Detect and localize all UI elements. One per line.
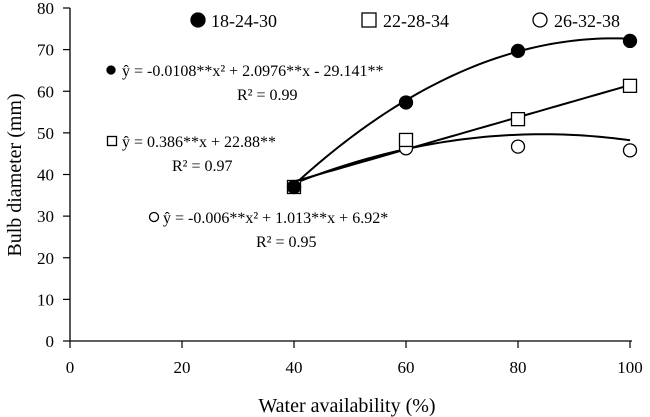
y-tick-label: 20 [37, 249, 54, 268]
data-point-22-28-34 [622, 78, 638, 93]
r-squared-26-32-38: R² = 0.95 [256, 234, 317, 251]
data-point-18-24-30 [510, 43, 526, 59]
equation-22-28-34: ŷ = 0.386**x + 22.88** [122, 134, 276, 151]
y-tick-label: 40 [37, 166, 54, 185]
legend-marker-26-32-38 [532, 12, 548, 28]
legend-label-26-32-38: 26-32-38 [554, 11, 620, 31]
legend: 18-24-30 22-28-34 26-32-38 [190, 11, 620, 31]
data-point-26-32-38 [510, 139, 526, 154]
x-tick-label: 40 [286, 358, 303, 377]
y-tick-label: 70 [37, 41, 54, 60]
regression-equations: ŷ = -0.0108**x² + 2.0976**x - 29.141** R²… [106, 63, 388, 251]
axes: 0 10 20 30 40 50 60 70 80 0 20 40 60 80 100 Water ava… [4, 0, 643, 417]
y-tick-label: 30 [37, 207, 54, 226]
equation-marker-18-24-30 [106, 65, 116, 75]
y-axis-title: Bulb diameter (mm) [4, 93, 26, 256]
data-point-18-24-30 [286, 179, 302, 195]
trend-line-22-28-34 [293, 84, 631, 183]
r-squared-18-24-30: R² = 0.99 [237, 87, 298, 104]
legend-label-18-24-30: 18-24-30 [211, 11, 277, 31]
x-axis-title: Water availability (%) [258, 395, 435, 417]
data-point-26-32-38 [622, 143, 638, 158]
data-point-18-24-30 [398, 95, 414, 110]
legend-marker-18-24-30 [190, 12, 206, 28]
equation-marker-26-32-38 [148, 211, 160, 223]
y-tick-label: 10 [37, 290, 54, 309]
x-tick-label: 80 [510, 358, 527, 377]
r-squared-22-28-34: R² = 0.97 [172, 158, 233, 175]
trend-lines [293, 37, 631, 186]
y-tick-label: 80 [37, 0, 54, 18]
data-point-18-24-30 [622, 33, 638, 49]
x-tick-label: 60 [398, 358, 415, 377]
y-tick-label: 0 [46, 332, 55, 351]
legend-label-22-28-34: 22-28-34 [383, 11, 449, 31]
y-ticks: 0 10 20 30 40 50 60 70 80 [37, 0, 70, 351]
legend-marker-22-28-34 [361, 12, 377, 28]
y-tick-label: 50 [37, 124, 54, 143]
equation-marker-22-28-34 [106, 135, 118, 147]
data-point-22-28-34 [510, 111, 526, 127]
x-tick-label: 0 [66, 358, 75, 377]
x-tick-label: 20 [174, 358, 191, 377]
data-point-22-28-34 [398, 132, 414, 148]
equation-26-32-38: ŷ = -0.006**x² + 1.013**x + 6.92* [163, 210, 388, 227]
equation-18-24-30: ŷ = -0.0108**x² + 2.0976**x - 29.141** [122, 63, 384, 80]
trend-line-26-32-38 [293, 133, 631, 185]
y-tick-label: 60 [37, 82, 54, 101]
data-points [286, 33, 638, 195]
trend-line-18-24-30 [293, 37, 631, 186]
x-ticks: 0 20 40 60 80 100 [66, 341, 643, 377]
x-tick-label: 100 [617, 358, 643, 377]
